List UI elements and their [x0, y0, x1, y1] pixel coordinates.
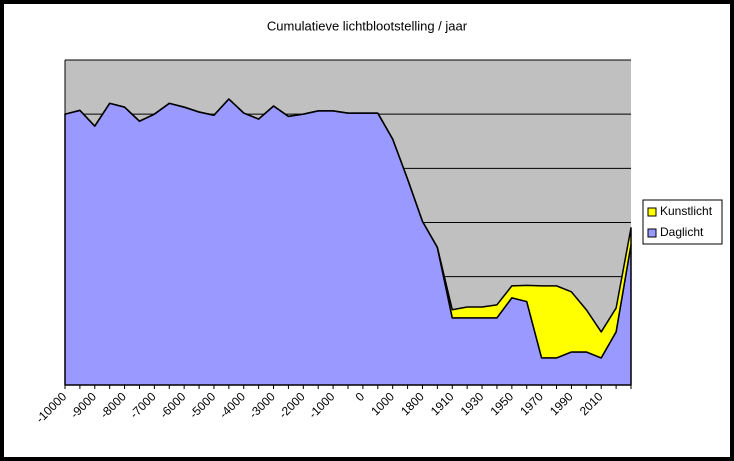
legend: Kunstlicht Daglicht: [642, 199, 723, 245]
chart-title: Cumulatieve lichtblootstelling / jaar: [267, 18, 468, 33]
area: [64, 98, 632, 359]
legend-swatch: [647, 228, 657, 238]
legend-swatch: [647, 207, 657, 217]
legend-label: Daglicht: [660, 225, 704, 239]
legend-label: Kunstlicht: [660, 204, 713, 218]
